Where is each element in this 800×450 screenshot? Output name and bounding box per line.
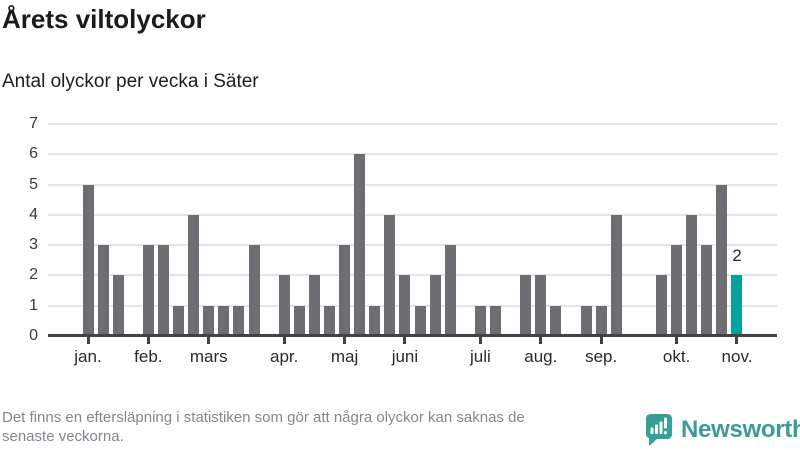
month-tick [403, 337, 407, 344]
month-label: jan. [74, 347, 102, 366]
bar [550, 305, 562, 334]
bar [595, 305, 607, 334]
y-axis-label: 5 [29, 175, 38, 193]
gridline [48, 274, 777, 277]
y-axis-label: 3 [29, 236, 38, 254]
month-label: juni [391, 347, 419, 366]
bar [293, 305, 305, 334]
gridline [48, 244, 777, 247]
y-axis-label: 4 [29, 205, 38, 223]
gridline [48, 183, 777, 186]
bar [82, 184, 94, 334]
month-label: nov. [721, 347, 753, 366]
month-tick [735, 337, 739, 344]
bar [399, 275, 411, 334]
bar [444, 245, 456, 334]
bar [323, 305, 335, 334]
y-axis-label: 1 [29, 296, 38, 314]
footer-note-line: senaste veckorna. [2, 428, 124, 445]
bar [429, 275, 441, 334]
gridline [48, 122, 777, 125]
month-tick [539, 337, 543, 344]
gridline [48, 304, 777, 307]
month-tick [207, 337, 211, 344]
bar [248, 245, 260, 334]
month-tick [599, 337, 603, 344]
bar [656, 275, 668, 334]
month-label: mars [189, 347, 228, 366]
month-label: aug. [524, 347, 558, 366]
bar [671, 245, 683, 334]
bar [142, 245, 154, 334]
bar-highlighted [731, 275, 743, 334]
bar [203, 305, 215, 334]
bar [610, 214, 622, 334]
month-tick [478, 337, 482, 344]
month-tick [343, 337, 347, 344]
bar [112, 275, 124, 334]
y-axis-label: 0 [29, 327, 38, 344]
bar [580, 305, 592, 334]
bar [97, 245, 109, 334]
bar [686, 214, 698, 334]
month-tick [675, 337, 679, 344]
brand-name: Newsworthy [681, 415, 800, 443]
bar [339, 245, 351, 334]
y-axis-label: 6 [29, 145, 38, 163]
month-tick [86, 337, 90, 344]
bar [414, 305, 426, 334]
chart-subtitle: Antal olyckor per vecka i Säter [2, 71, 259, 92]
month-label: maj [330, 347, 359, 366]
footer-note-line: Det finns en eftersläpning i statistiken… [2, 409, 525, 426]
month-tick [146, 337, 150, 344]
bar [157, 245, 169, 334]
newsworthy-logo: Newsworthy [644, 412, 800, 447]
y-axis-label: 7 [29, 114, 38, 132]
month-label: apr. [270, 347, 299, 366]
bar [173, 305, 185, 334]
bar [218, 305, 230, 334]
bar [278, 275, 290, 334]
bar [535, 275, 547, 334]
bar [369, 305, 381, 334]
bar [716, 184, 728, 334]
gridline [48, 153, 777, 156]
footer-note: Det finns en eftersläpning i statistiken… [2, 408, 525, 446]
gridline [48, 213, 777, 216]
bar [474, 305, 486, 334]
bar [490, 305, 501, 334]
month-label: juli [470, 347, 491, 366]
bar [520, 275, 532, 334]
month-tick [282, 337, 286, 344]
page-title: Årets viltolyckor [2, 4, 206, 34]
value-annotation: 2 [732, 246, 742, 266]
y-axis-label: 2 [29, 266, 38, 284]
bar [354, 154, 366, 334]
bar [233, 305, 245, 334]
month-label: feb. [134, 347, 163, 366]
bar [188, 214, 200, 334]
bar [701, 245, 713, 334]
month-label: okt. [662, 347, 691, 366]
x-axis-line [48, 334, 777, 337]
bar-chart-speech-bubble-icon [646, 414, 672, 446]
month-label: sep. [585, 347, 618, 366]
bar [384, 214, 396, 334]
bar [308, 275, 320, 334]
